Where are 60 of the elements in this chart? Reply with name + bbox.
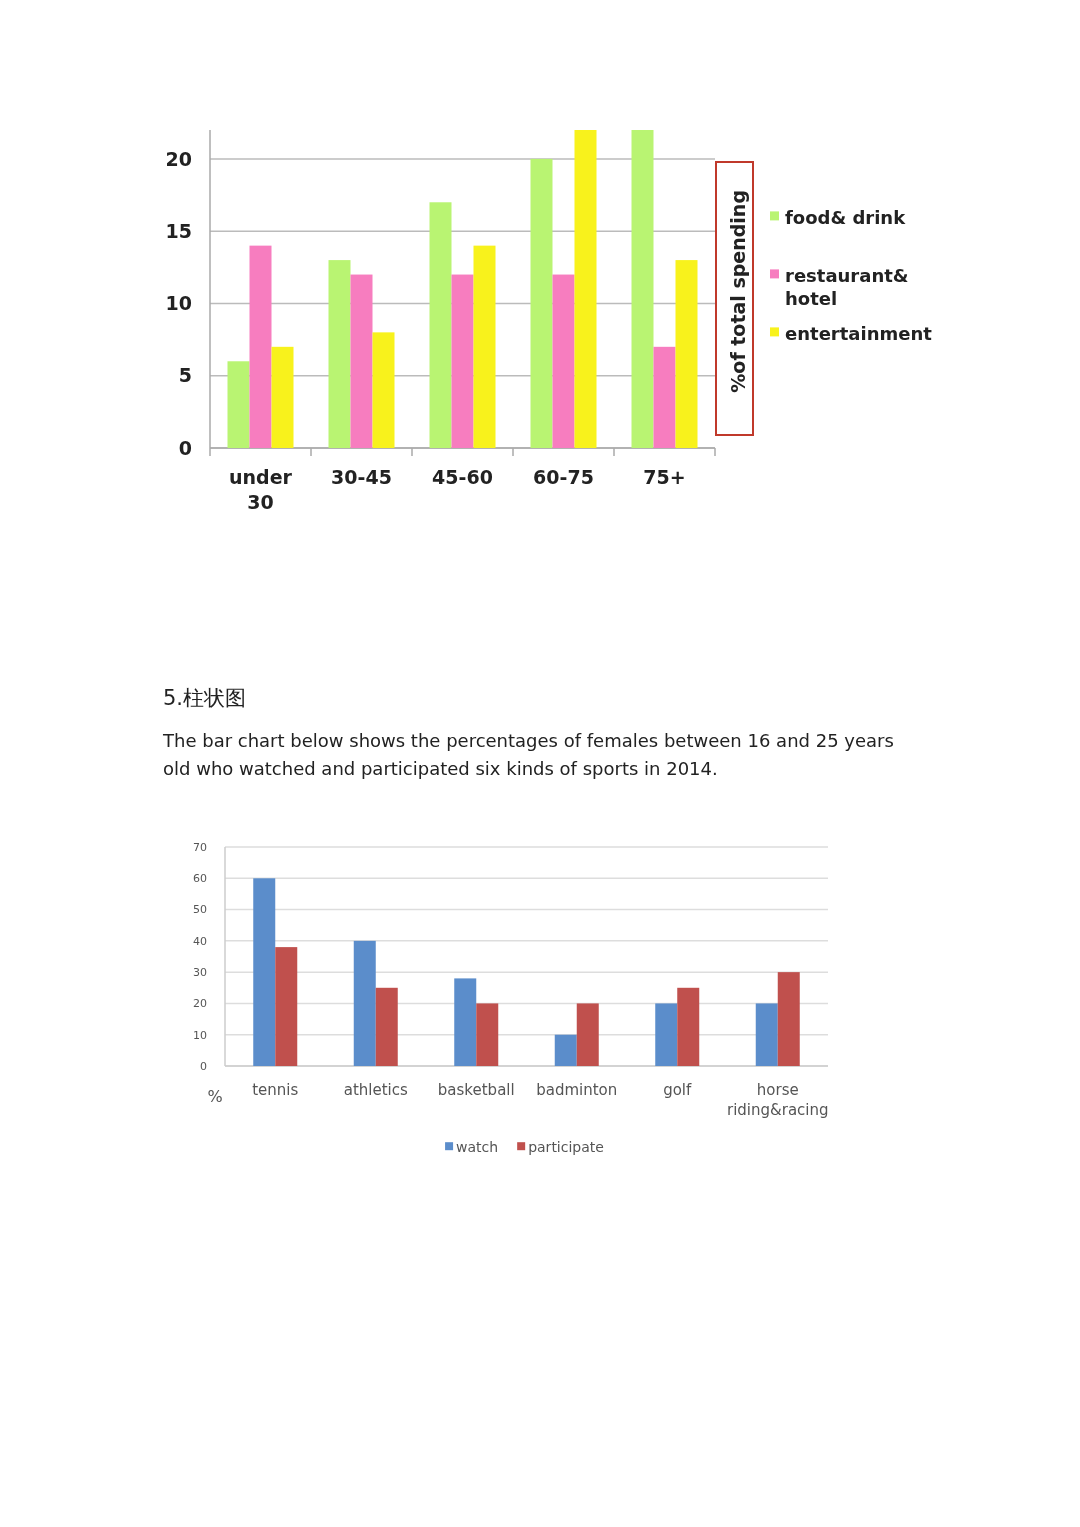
bar (328, 260, 351, 448)
bar (554, 1034, 577, 1066)
bar (227, 361, 250, 448)
y-tick-label: 40 (193, 934, 207, 948)
legend-label: food& drink (785, 207, 907, 228)
y-tick-label: 70 (193, 840, 207, 854)
bar (429, 202, 452, 448)
bar (755, 1003, 778, 1066)
bar (473, 245, 496, 448)
x-tick-label: under 30 (229, 466, 293, 513)
chart-subtitle: The bar chart below shows the percentages of females between 16 and 25 years old who watched and participated six kinds of sports in 2014. (162, 730, 894, 779)
bar (350, 274, 373, 448)
legend-label: participate (528, 1139, 604, 1155)
bar (574, 130, 597, 448)
bar (631, 130, 654, 448)
legend-label: watch (456, 1139, 499, 1155)
bar (677, 987, 700, 1066)
y-tick-label: 30 (193, 965, 207, 979)
y-tick-label: 20 (193, 997, 207, 1011)
y-tick-label: 0 (178, 436, 192, 459)
bar (353, 940, 376, 1066)
x-tick-label: horse riding&racing (726, 1081, 829, 1119)
chart-title: 5.柱状图 (163, 686, 247, 710)
x-tick-label: 60-75 (533, 466, 594, 488)
y-tick-label: 10 (193, 1028, 207, 1042)
bar (552, 274, 575, 448)
y-axis-title: % (207, 1087, 223, 1106)
y-axis-title: %of total spending (726, 190, 749, 393)
bar (375, 987, 398, 1066)
bar (530, 158, 553, 448)
bar (777, 972, 800, 1066)
y-tick-label: 5 (178, 364, 192, 387)
bar (476, 1003, 499, 1066)
y-tick-label: 50 (193, 903, 207, 917)
bar (249, 245, 272, 448)
bar (655, 1003, 678, 1066)
x-tick-label: 75+ (643, 466, 686, 488)
y-tick-label: 15 (165, 219, 192, 242)
y-tick-label: 0 (200, 1059, 207, 1073)
bar (675, 260, 698, 448)
x-tick-label: badminton (536, 1081, 618, 1099)
legend-label: restaurant& hotel (785, 265, 909, 310)
bar (454, 978, 477, 1066)
bar (372, 332, 395, 448)
y-tick-label: 20 (165, 147, 192, 170)
x-tick-label: 45-60 (432, 466, 493, 488)
bar (653, 346, 676, 448)
x-tick-label: athletics (343, 1081, 408, 1099)
x-tick-label: 30-45 (331, 466, 392, 488)
y-tick-label: 60 (193, 872, 207, 886)
bar (275, 947, 298, 1066)
legend-label: entertainment (785, 323, 933, 344)
x-tick-label: tennis (252, 1081, 299, 1099)
bar (451, 274, 474, 448)
bar (271, 346, 294, 448)
x-tick-label: golf (663, 1081, 693, 1099)
bar (253, 878, 276, 1066)
x-tick-label: basketball (437, 1081, 515, 1099)
y-tick-label: 10 (165, 292, 192, 315)
bar (576, 1003, 599, 1066)
